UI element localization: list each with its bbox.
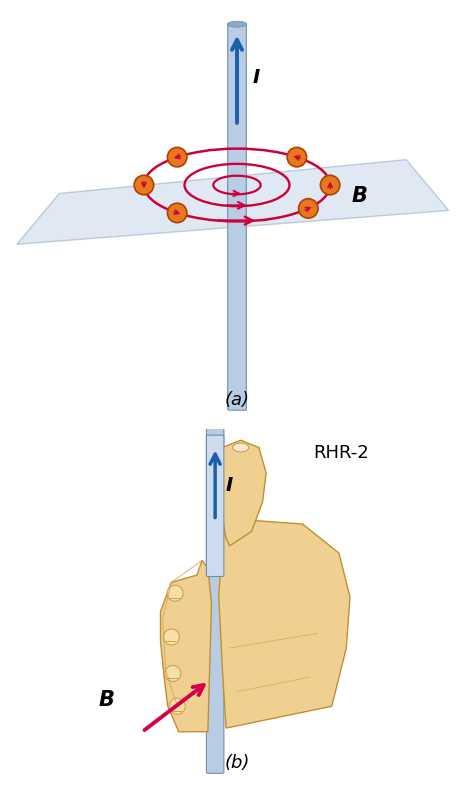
Circle shape <box>167 204 187 223</box>
Ellipse shape <box>207 438 223 443</box>
Text: I: I <box>252 68 259 87</box>
Text: (b): (b) <box>224 754 250 772</box>
Circle shape <box>167 147 187 167</box>
Circle shape <box>134 175 154 195</box>
Circle shape <box>299 199 318 218</box>
Text: B: B <box>99 690 114 710</box>
Circle shape <box>167 585 183 601</box>
Circle shape <box>320 175 340 195</box>
Ellipse shape <box>228 21 246 27</box>
Polygon shape <box>219 521 350 728</box>
Text: RHR-2: RHR-2 <box>313 444 369 463</box>
Text: B: B <box>351 186 367 206</box>
FancyBboxPatch shape <box>228 184 246 410</box>
Polygon shape <box>161 560 211 731</box>
Polygon shape <box>17 160 448 244</box>
Circle shape <box>164 629 180 645</box>
Polygon shape <box>219 440 266 546</box>
Circle shape <box>287 147 307 167</box>
Text: I: I <box>226 476 233 495</box>
Circle shape <box>169 698 185 714</box>
FancyBboxPatch shape <box>206 435 224 576</box>
Text: (a): (a) <box>225 391 249 409</box>
Ellipse shape <box>233 443 249 452</box>
FancyBboxPatch shape <box>228 23 246 194</box>
FancyBboxPatch shape <box>206 406 224 774</box>
Circle shape <box>165 665 181 681</box>
